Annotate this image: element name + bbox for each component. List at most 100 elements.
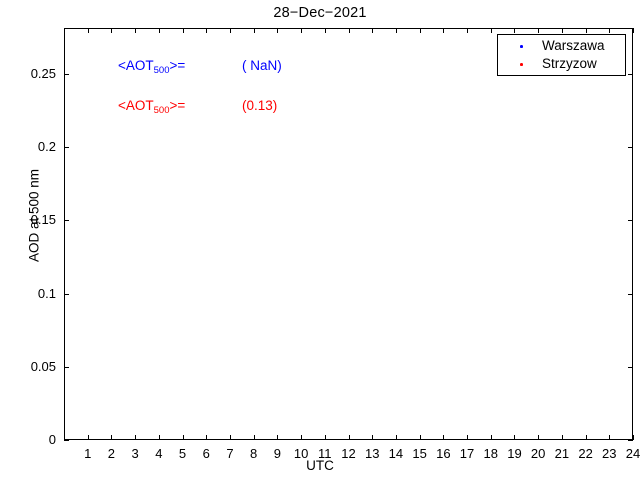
y-axis-label: AOD at 500 nm <box>26 168 42 263</box>
x-axis-tick <box>301 435 302 440</box>
annotation-label-strzyzow: <AOT500>= <box>118 98 186 116</box>
annotation-suffix-strzyzow: >= <box>169 98 186 113</box>
page-title: 28−Dec−2021 <box>273 5 367 21</box>
y-axis-tick <box>64 220 69 221</box>
x-tick-label: 20 <box>530 446 546 461</box>
x-axis-tick <box>277 28 278 33</box>
x-axis-tick <box>609 435 610 440</box>
annotation-prefix-strzyzow: <AOT <box>118 98 154 113</box>
x-axis-tick <box>586 28 587 33</box>
x-axis-tick <box>491 435 492 440</box>
legend: Warszawa Strzyzow <box>497 34 626 76</box>
y-axis-tick <box>628 440 633 441</box>
x-tick-label: 1 <box>84 446 92 461</box>
x-axis-tick <box>633 435 634 440</box>
y-tick-label: 0.1 <box>37 285 56 301</box>
plot-frame <box>64 28 633 440</box>
x-axis-tick <box>349 28 350 33</box>
x-axis-tick <box>443 28 444 33</box>
x-tick-label: 13 <box>364 446 380 461</box>
x-axis-tick <box>301 28 302 33</box>
x-axis-tick <box>396 28 397 33</box>
x-axis-tick <box>111 435 112 440</box>
x-axis-tick <box>135 28 136 33</box>
x-tick-label: 14 <box>388 446 404 461</box>
x-axis-tick <box>111 28 112 33</box>
annotation-sub-strzyzow: 500 <box>153 105 170 116</box>
x-axis-tick <box>88 435 89 440</box>
x-axis-tick <box>254 435 255 440</box>
x-tick-label: 21 <box>554 446 570 461</box>
y-axis-tick <box>64 147 69 148</box>
x-axis-tick <box>183 435 184 440</box>
annotation-value-warszawa: ( NaN) <box>242 58 282 73</box>
x-axis-tick <box>135 435 136 440</box>
x-axis-tick <box>277 435 278 440</box>
y-axis-tick <box>64 367 69 368</box>
y-axis-tick <box>628 220 633 221</box>
x-axis-tick <box>159 435 160 440</box>
x-axis-tick <box>467 435 468 440</box>
x-tick-label: 3 <box>131 446 139 461</box>
annotation-suffix-warszawa: >= <box>169 58 186 73</box>
x-axis-tick <box>183 28 184 33</box>
x-axis-tick <box>514 435 515 440</box>
x-axis-tick <box>230 28 231 33</box>
x-axis-tick <box>609 28 610 33</box>
x-axis-tick <box>538 435 539 440</box>
x-axis-tick <box>325 435 326 440</box>
axis-ticks <box>64 28 634 441</box>
y-axis-tick <box>64 294 69 295</box>
x-axis-tick <box>467 28 468 33</box>
y-axis-tick <box>628 367 633 368</box>
x-axis-tick <box>562 28 563 33</box>
legend-label-strzyzow: Strzyzow <box>542 56 597 71</box>
y-axis-tick <box>628 74 633 75</box>
x-tick-label: 24 <box>625 446 640 461</box>
x-axis-tick <box>372 28 373 33</box>
x-axis-tick <box>562 435 563 440</box>
x-axis-label: UTC <box>306 458 334 473</box>
y-axis-tick <box>64 440 69 441</box>
y-tick-label: 0.05 <box>30 358 56 374</box>
x-tick-label: 8 <box>250 446 258 461</box>
x-tick-label: 9 <box>273 446 281 461</box>
x-axis-tick <box>538 28 539 33</box>
x-axis-tick <box>420 28 421 33</box>
annotation-label-warszawa: <AOT500>= <box>118 58 186 76</box>
x-tick-label: 17 <box>459 446 475 461</box>
x-tick-label: 4 <box>155 446 163 461</box>
annotation-sub-warszawa: 500 <box>153 65 170 76</box>
x-axis-tick <box>586 435 587 440</box>
x-tick-label: 10 <box>293 446 309 461</box>
x-axis-tick <box>254 28 255 33</box>
annotation-value-strzyzow: (0.13) <box>242 98 278 113</box>
x-tick-label: 19 <box>507 446 522 461</box>
y-tick-label: 0.2 <box>37 139 56 155</box>
x-tick-label: 11 <box>318 446 332 461</box>
x-axis-tick <box>633 28 634 33</box>
x-axis-tick <box>325 28 326 33</box>
legend-label-warszawa: Warszawa <box>542 38 605 53</box>
x-tick-label: 12 <box>341 446 356 461</box>
y-axis-tick <box>628 147 633 148</box>
x-axis-tick <box>230 435 231 440</box>
x-tick-label: 7 <box>226 446 234 461</box>
legend-marker-strzyzow-icon <box>520 63 523 66</box>
legend-entry-strzyzow: Strzyzow <box>498 55 625 74</box>
x-axis-tick <box>443 435 444 440</box>
x-tick-label: 2 <box>107 446 116 461</box>
x-axis-tick <box>420 435 421 440</box>
x-tick-label: 23 <box>602 446 617 461</box>
x-axis-tick <box>349 435 350 440</box>
y-axis-tick <box>64 74 69 75</box>
legend-entry-warszawa: Warszawa <box>498 37 625 56</box>
legend-marker-warszawa-icon <box>520 45 523 48</box>
y-tick-label: 0.15 <box>30 212 56 228</box>
y-axis-tick <box>628 294 633 295</box>
y-tick-label: 0 <box>48 432 56 447</box>
annotation-prefix-warszawa: <AOT <box>118 58 154 73</box>
x-tick-label: 6 <box>202 446 210 461</box>
x-axis-tick <box>88 28 89 33</box>
